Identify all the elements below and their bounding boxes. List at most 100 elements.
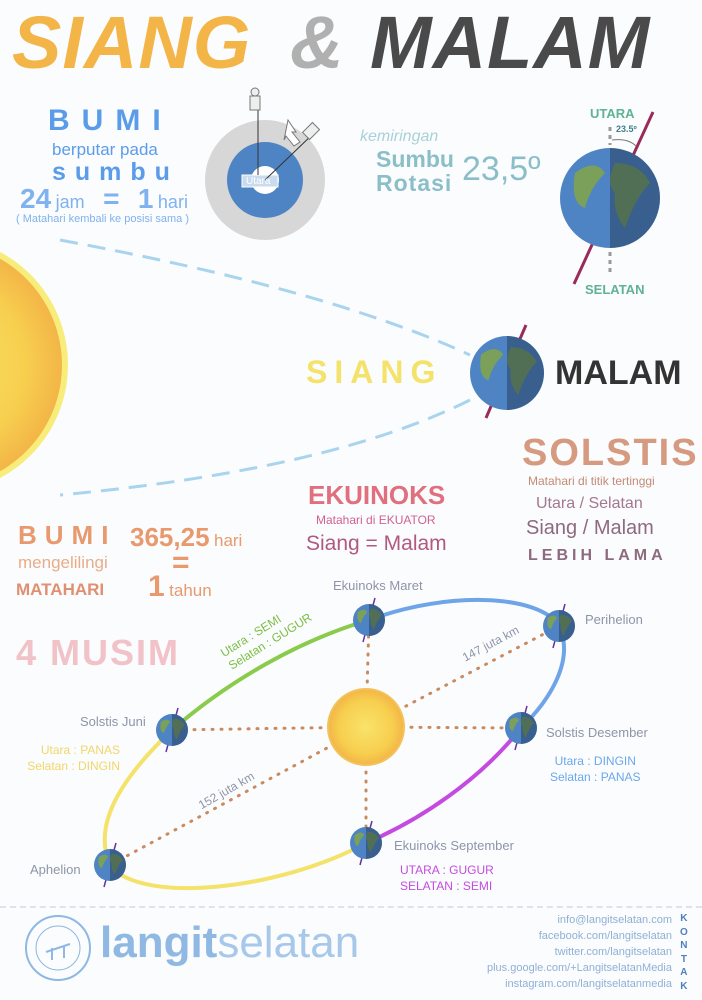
label-solstis-juni: Solstis Juni bbox=[80, 714, 146, 729]
des-selatan-value: PANAS bbox=[600, 770, 641, 784]
tilt-rotasi: Rotasi bbox=[376, 170, 453, 196]
sep-selatan-value: SEMI bbox=[462, 879, 493, 893]
rotation-utara-label: Utara bbox=[246, 176, 271, 187]
contact-twitter[interactable]: twitter.com/langitselatan bbox=[554, 946, 672, 958]
contact-instagram[interactable]: instagram.com/langitselatanmedia bbox=[505, 978, 672, 990]
kontak-letter: O bbox=[680, 926, 688, 938]
hours-value: 24 bbox=[20, 183, 52, 214]
revolution-days: 365,25 hari bbox=[130, 522, 242, 553]
des-utara-value: DINGIN bbox=[593, 754, 636, 768]
sep-selatan-label: SELATAN : bbox=[400, 879, 463, 893]
orbit-arc-spring bbox=[170, 618, 370, 732]
label-solstis-desember: Solstis Desember bbox=[546, 725, 648, 740]
distance-line-juni bbox=[170, 725, 368, 732]
equals: = bbox=[103, 183, 120, 214]
distance-line-aph bbox=[108, 725, 368, 867]
brand-bold: langit bbox=[100, 918, 218, 967]
ekuinoks-title: EKUINOKS bbox=[308, 480, 446, 510]
juni-selatan-label: Selatan : bbox=[27, 759, 78, 773]
sep-utara-label: UTARA : bbox=[400, 863, 450, 877]
kontak-letter: K bbox=[680, 980, 688, 992]
brand-light: selatan bbox=[217, 918, 360, 967]
solstis-title: SOLSTIS bbox=[522, 432, 699, 474]
earth-icon-des bbox=[505, 712, 537, 744]
label-ekuinoks-maret: Ekuinoks Maret bbox=[333, 578, 423, 593]
tilt-selatan: SELATAN bbox=[585, 282, 645, 297]
earth-icon-sep bbox=[350, 827, 382, 859]
kontak-vertical: K O N T A K bbox=[680, 912, 688, 993]
rotation-bumi: BUMI bbox=[48, 104, 173, 137]
ekuinoks-line2: Siang = Malam bbox=[306, 532, 447, 555]
orbit-dashed-lower bbox=[59, 398, 471, 497]
des-selatan-label: Selatan : bbox=[550, 770, 601, 784]
solstis-line1: Matahari di titik tertinggi bbox=[528, 474, 655, 488]
kontak-letter: K bbox=[680, 913, 688, 924]
label-perihelion: Perihelion bbox=[585, 612, 643, 627]
season-juni: Utara : PANAS Selatan : DINGIN bbox=[26, 742, 120, 774]
days-unit: hari bbox=[213, 531, 243, 550]
years-value: 1 bbox=[148, 570, 165, 603]
years-unit: tahun bbox=[169, 581, 212, 600]
title-ampersand: & bbox=[290, 1, 345, 84]
solstis-line2: Utara / Selatan bbox=[536, 495, 643, 512]
tilt-utara: UTARA bbox=[590, 106, 635, 121]
brand-wordmark[interactable]: langitselatan bbox=[100, 918, 359, 968]
revolution-equals: = bbox=[172, 546, 190, 579]
orbit-arc-summer bbox=[102, 728, 367, 891]
tilt-kemiringan: kemiringan bbox=[360, 128, 439, 145]
rotation-sumbu: sumbu bbox=[52, 158, 179, 186]
tilt-angle-label: 23.5º bbox=[616, 124, 637, 134]
earth-icon-peri bbox=[543, 610, 575, 642]
revolution-mengelilingi: mengelilingi bbox=[18, 553, 108, 572]
contact-googleplus[interactable]: plus.google.com/+LangitselatanMedia bbox=[487, 962, 672, 974]
title-siang: SIANG bbox=[12, 1, 252, 84]
label-aphelion: Aphelion bbox=[30, 862, 81, 877]
days-value: 1 bbox=[137, 183, 154, 214]
contact-facebook[interactable]: facebook.com/langitselatan bbox=[538, 930, 672, 942]
earth-icon-juni bbox=[156, 714, 188, 746]
contact-list: info@langitselatan.com facebook.com/lang… bbox=[487, 912, 672, 992]
rotation-berputar: berputar pada bbox=[52, 140, 158, 159]
sun-large bbox=[0, 258, 62, 472]
season-desember: Utara : DINGIN Selatan : PANAS bbox=[550, 753, 641, 785]
footer-divider bbox=[0, 906, 702, 908]
season-september: UTARA : GUGUR SELATAN : SEMI bbox=[400, 862, 494, 894]
rotation-equation: 24 jam = 1 hari bbox=[20, 183, 188, 215]
des-utara-label: Utara : bbox=[554, 754, 594, 768]
contact-email[interactable]: info@langitselatan.com bbox=[557, 914, 672, 926]
sun-small bbox=[327, 688, 405, 766]
solstis-line3: Siang / Malam bbox=[526, 517, 654, 539]
hours-unit: jam bbox=[55, 192, 85, 212]
earth-tilt-icon bbox=[560, 148, 660, 248]
kontak-letter: A bbox=[680, 967, 688, 978]
sep-utara-value: GUGUR bbox=[449, 863, 494, 877]
orbit-dashed-upper bbox=[59, 238, 471, 357]
tilt-sumbu: Sumbu bbox=[376, 146, 454, 172]
juni-selatan-value: DINGIN bbox=[78, 759, 120, 773]
solstis-line4: LEBIH LAMA bbox=[528, 547, 667, 564]
juni-utara-label: Utara : bbox=[40, 743, 81, 757]
kontak-letter: N bbox=[680, 940, 688, 951]
earth-icon-maret bbox=[353, 604, 385, 636]
rotation-note: ( Matahari kembali ke posisi sama ) bbox=[16, 213, 190, 225]
earth-icon-aph bbox=[94, 849, 126, 881]
tilt-value: 23,5º bbox=[462, 150, 541, 188]
earth-daynight-icon bbox=[470, 336, 544, 410]
orbit-arc-autumn bbox=[365, 726, 523, 845]
days-value: 365,25 bbox=[130, 522, 210, 552]
orbit-diagram bbox=[94, 597, 575, 891]
juni-utara-value: PANAS bbox=[80, 743, 120, 757]
revolution-bumi: BUMI bbox=[18, 520, 117, 550]
label-ekuinoks-september: Ekuinoks September bbox=[394, 838, 514, 853]
kontak-letter: T bbox=[680, 953, 687, 965]
title-malam: MALAM bbox=[370, 1, 651, 84]
days-unit: hari bbox=[157, 192, 188, 212]
person-icon bbox=[249, 95, 261, 111]
arrow-icon bbox=[283, 118, 301, 147]
revolution-matahari: MATAHARI bbox=[16, 580, 105, 599]
revolution-years: 1 tahun bbox=[148, 570, 212, 604]
ekuinoks-line1: Matahari di EKUATOR bbox=[316, 513, 436, 527]
label-siang: SIANG bbox=[306, 354, 443, 390]
